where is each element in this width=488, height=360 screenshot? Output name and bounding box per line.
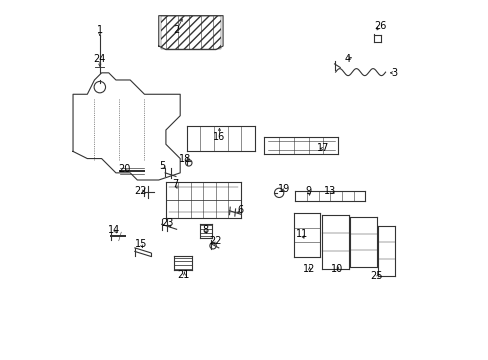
Text: 26: 26 xyxy=(373,21,386,31)
Text: 10: 10 xyxy=(330,264,343,274)
Text: 1: 1 xyxy=(97,25,102,35)
Text: 13: 13 xyxy=(324,186,336,196)
Text: 14: 14 xyxy=(108,225,120,235)
Text: 4: 4 xyxy=(345,54,350,64)
Text: 8: 8 xyxy=(202,225,208,235)
Text: 12: 12 xyxy=(302,264,314,274)
Text: 22: 22 xyxy=(134,186,147,196)
Text: 18: 18 xyxy=(179,154,191,163)
Text: 11: 11 xyxy=(295,229,307,239)
Text: 20: 20 xyxy=(119,164,131,174)
Text: 5: 5 xyxy=(159,161,165,171)
Text: 9: 9 xyxy=(305,186,311,196)
Text: 23: 23 xyxy=(161,218,174,228)
Text: 22: 22 xyxy=(209,236,222,246)
Text: 7: 7 xyxy=(171,179,178,189)
Text: 3: 3 xyxy=(391,68,397,78)
Text: 19: 19 xyxy=(277,184,289,194)
Text: 24: 24 xyxy=(93,54,106,64)
Text: 15: 15 xyxy=(134,239,147,249)
Text: 2: 2 xyxy=(173,25,180,35)
Text: 25: 25 xyxy=(370,271,382,282)
Text: 21: 21 xyxy=(177,270,189,280)
Text: 17: 17 xyxy=(316,143,328,153)
Text: 16: 16 xyxy=(213,132,225,142)
Text: 6: 6 xyxy=(237,205,244,215)
